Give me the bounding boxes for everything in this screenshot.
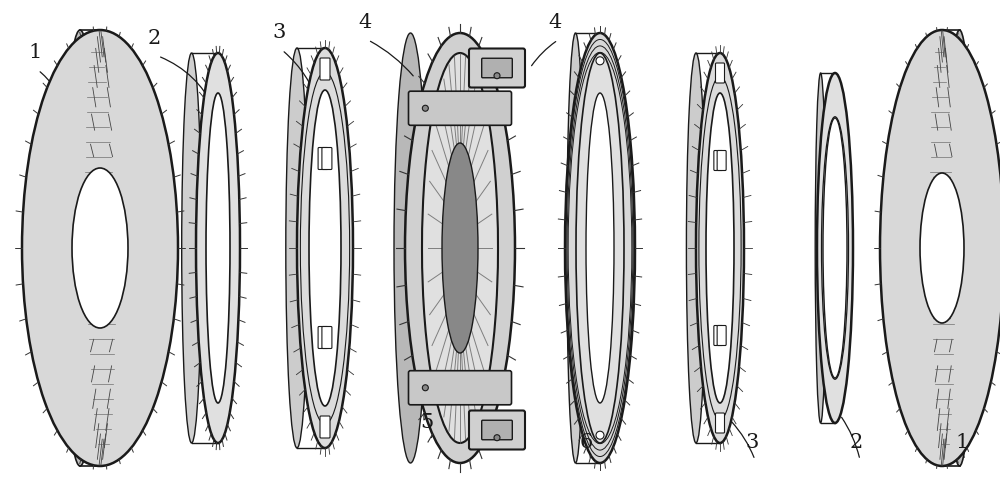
Text: 1: 1 xyxy=(955,433,968,452)
Ellipse shape xyxy=(286,48,308,448)
FancyBboxPatch shape xyxy=(318,148,328,169)
Ellipse shape xyxy=(405,33,515,463)
Ellipse shape xyxy=(309,90,341,406)
Text: 3: 3 xyxy=(272,23,285,42)
Ellipse shape xyxy=(815,73,826,423)
Ellipse shape xyxy=(494,73,500,79)
FancyBboxPatch shape xyxy=(717,150,726,170)
FancyBboxPatch shape xyxy=(714,326,723,346)
Text: 1: 1 xyxy=(28,43,41,62)
FancyBboxPatch shape xyxy=(716,63,724,83)
Ellipse shape xyxy=(696,53,744,443)
Text: 4: 4 xyxy=(548,13,561,32)
Ellipse shape xyxy=(206,93,230,403)
Text: 2: 2 xyxy=(148,29,161,48)
Ellipse shape xyxy=(880,30,1000,466)
FancyBboxPatch shape xyxy=(322,148,332,169)
Ellipse shape xyxy=(494,435,500,441)
Ellipse shape xyxy=(394,33,427,463)
FancyBboxPatch shape xyxy=(716,413,724,433)
FancyBboxPatch shape xyxy=(322,327,332,348)
Ellipse shape xyxy=(422,385,428,391)
Ellipse shape xyxy=(706,93,734,403)
Text: 5: 5 xyxy=(420,413,433,432)
Ellipse shape xyxy=(686,53,706,443)
Ellipse shape xyxy=(182,53,202,443)
FancyBboxPatch shape xyxy=(717,326,726,346)
Ellipse shape xyxy=(565,33,635,463)
Ellipse shape xyxy=(422,105,428,111)
Ellipse shape xyxy=(817,73,853,423)
FancyBboxPatch shape xyxy=(320,58,330,80)
Ellipse shape xyxy=(442,143,478,353)
Ellipse shape xyxy=(920,173,964,323)
Ellipse shape xyxy=(596,57,604,65)
Ellipse shape xyxy=(823,118,847,378)
FancyBboxPatch shape xyxy=(714,150,723,170)
FancyBboxPatch shape xyxy=(482,420,512,440)
Ellipse shape xyxy=(297,48,353,448)
Ellipse shape xyxy=(567,33,584,463)
FancyBboxPatch shape xyxy=(482,58,512,78)
Text: 4: 4 xyxy=(358,13,371,32)
Ellipse shape xyxy=(196,53,240,443)
Ellipse shape xyxy=(422,53,498,443)
Text: 2: 2 xyxy=(850,433,863,452)
Ellipse shape xyxy=(576,53,624,443)
Ellipse shape xyxy=(22,30,178,466)
FancyBboxPatch shape xyxy=(318,327,328,348)
FancyBboxPatch shape xyxy=(320,416,330,438)
FancyBboxPatch shape xyxy=(469,49,525,88)
Ellipse shape xyxy=(946,30,973,466)
Ellipse shape xyxy=(822,117,848,379)
FancyBboxPatch shape xyxy=(409,371,512,405)
Text: 3: 3 xyxy=(745,433,758,452)
Text: 6: 6 xyxy=(580,433,593,452)
Ellipse shape xyxy=(586,93,614,403)
Ellipse shape xyxy=(596,431,604,439)
Ellipse shape xyxy=(63,30,97,466)
FancyBboxPatch shape xyxy=(409,91,512,125)
Ellipse shape xyxy=(72,168,128,328)
FancyBboxPatch shape xyxy=(469,410,525,449)
